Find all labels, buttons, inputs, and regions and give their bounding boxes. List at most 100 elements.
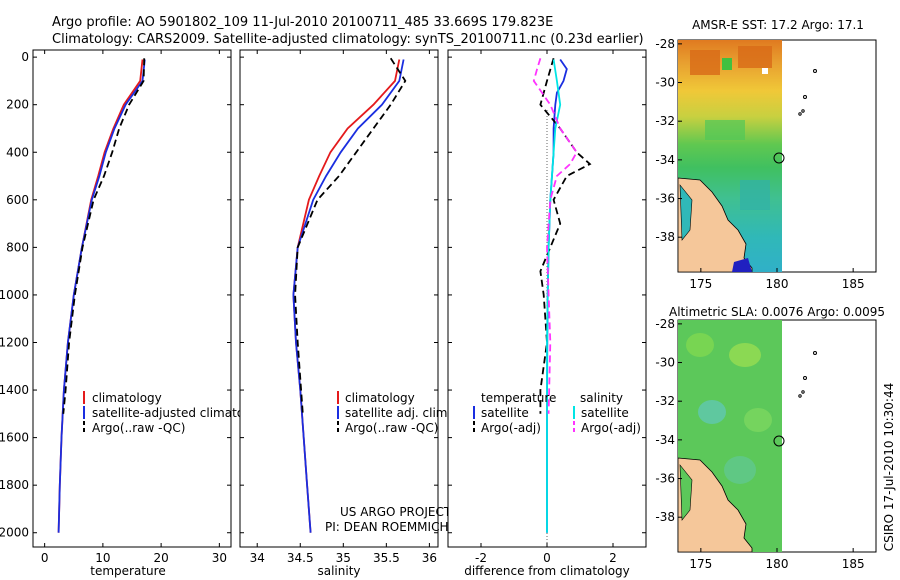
temperature-legend: climatology satellite-adjusted climatolo… — [83, 391, 255, 435]
diff-series-temperature-argo-adj- — [539, 58, 592, 414]
depth-tick-label: 1600 — [0, 431, 29, 445]
difference-legend: temperature salinity satellite Argo(-adj… — [473, 391, 641, 435]
sst-island-2 — [803, 95, 807, 99]
sla-ytick-label: -32 — [655, 394, 675, 408]
sla-ytick-label: -36 — [655, 472, 675, 486]
sst-map-title: AMSR-E SST: 17.2 Argo: 17.1 — [692, 18, 864, 32]
diff-legend-temp-argo: Argo(-adj) — [481, 421, 541, 435]
diff-legend-salinity-header: salinity — [580, 391, 623, 405]
project-label: US ARGO PROJECT — [340, 505, 452, 519]
sal-xtick-label: 36 — [422, 551, 437, 565]
sla-argo-marker — [773, 435, 785, 447]
salinity-axes — [239, 49, 439, 548]
depth-tick-label: 1000 — [0, 288, 29, 302]
temperature-tick-group: 0 10 20 30 0 200 400 600 800 1000 1200 1400 1600 1800… — [0, 50, 231, 565]
temp-legend-satellite: satellite-adjusted climatolo — [92, 406, 255, 420]
sst-map-panel: AMSR-E SST: 17.2 Argo: 17.1 — [655, 18, 877, 291]
sst-coastal-water — [679, 184, 693, 241]
sla-ytick-label: -30 — [655, 356, 675, 370]
diff-legend-sal-argo: Argo(-adj) — [581, 421, 641, 435]
salinity-panel: 34 34.5 35 35.5 36 salinity climatology sate… — [239, 49, 452, 578]
sst-patches — [678, 46, 772, 272]
sst-argo-marker — [773, 152, 785, 164]
temp-legend-climatology: climatology — [92, 391, 162, 405]
sla-ytick-label: -28 — [655, 317, 675, 331]
depth-tick-label: 2000 — [0, 526, 29, 540]
salinity-xlabel: salinity — [317, 564, 360, 578]
sst-island-4 — [798, 112, 802, 116]
sst-xtick-label: 175 — [689, 277, 712, 291]
difference-panel: -2 0 2 difference from climatology tempera… — [447, 49, 647, 578]
salinity-tick-group: 34 34.5 35 35.5 36 — [240, 50, 438, 565]
sst-ytick-label: -36 — [655, 192, 675, 206]
sla-patch-1 — [686, 333, 714, 357]
sst-ytick-label: -34 — [655, 153, 675, 167]
sst-tick-group: 175 180 185 -28 -30 -32 -34 -36 -38 — [655, 37, 864, 291]
sal-legend-climatology: climatology — [345, 391, 415, 405]
sst-patch-white — [762, 68, 768, 74]
figure-title-line2: Climatology: CARS2009. Satellite-adjuste… — [52, 32, 644, 47]
diff-xtick-label: -2 — [475, 551, 487, 565]
sla-island-2 — [803, 376, 807, 380]
sal-xtick-label: 35.5 — [373, 551, 400, 565]
diff-series-salinity-argo-adj- — [532, 58, 578, 414]
sst-ytick-label: -38 — [655, 230, 675, 244]
diff-legend-temp-satellite: satellite — [481, 406, 529, 420]
sal-legend-satellite: satellite adj. clim. — [345, 406, 451, 420]
sla-xtick-label: 180 — [766, 557, 789, 571]
sst-island-1 — [813, 69, 817, 73]
temperature-xlabel: temperature — [90, 564, 165, 578]
sst-patch-warm-2 — [738, 46, 772, 68]
sla-tick-group: 175 180 185 -28 -30 -32 -34 -36 -38 — [655, 317, 864, 571]
diff-xtick-label: 0 — [543, 551, 551, 565]
sal-series-argo-raw-qc- — [294, 57, 407, 414]
sla-ytick-label: -38 — [655, 510, 675, 524]
sal-legend-argo: Argo(..raw -QC) — [345, 421, 438, 435]
figure-title-line1: Argo profile: AO 5901802_109 11-Jul-2010… — [52, 15, 553, 30]
sla-island-4 — [798, 394, 802, 398]
difference-series-group — [532, 58, 592, 533]
difference-tick-group: -2 0 2 — [448, 50, 646, 565]
sla-ytick-label: -34 — [655, 433, 675, 447]
sst-xtick-label: 185 — [842, 277, 865, 291]
depth-tick-label: 1200 — [0, 335, 29, 349]
diff-xtick-label: 2 — [609, 551, 617, 565]
diff-series-salinity-satellite — [546, 59, 562, 533]
pi-label: PI: DEAN ROEMMICH — [325, 520, 448, 534]
temp-legend-argo: Argo(..raw -QC) — [92, 421, 185, 435]
sst-patch-warm-1 — [690, 50, 720, 75]
sla-xtick-label: 185 — [842, 557, 865, 571]
depth-tick-label: 1800 — [0, 478, 29, 492]
sst-ytick-label: -30 — [655, 76, 675, 90]
sla-patch-2 — [729, 343, 761, 367]
sla-island-1 — [813, 351, 817, 355]
sst-patch-green — [722, 58, 732, 70]
temperature-axes — [32, 49, 232, 548]
diff-legend-sal-satellite: satellite — [581, 406, 629, 420]
sla-xtick-label: 175 — [689, 557, 712, 571]
depth-tick-label: 0 — [21, 50, 29, 64]
sla-island-3 — [801, 390, 805, 394]
difference-xlabel: difference from climatology — [464, 564, 630, 578]
sal-xtick-label: 35 — [336, 551, 351, 565]
sst-patch-cool — [740, 180, 770, 210]
sla-map-title: Altimetric SLA: 0.0076 Argo: 0.0095 — [669, 305, 885, 319]
sal-xtick-label: 34 — [250, 551, 265, 565]
temperature-series-group — [57, 58, 146, 533]
sal-series-satellite-adj-clim- — [292, 59, 405, 533]
sla-coastal-water — [679, 464, 693, 521]
temp-series-argo-raw-qc- — [62, 58, 146, 414]
depth-tick-label: 1400 — [0, 383, 29, 397]
depth-tick-label: 200 — [6, 98, 29, 112]
depth-tick-label: 800 — [6, 240, 29, 254]
temp-series-satellite-adjusted-climatolo — [57, 59, 146, 533]
sst-ytick-label: -28 — [655, 37, 675, 51]
temp-xtick-label: 10 — [95, 551, 110, 565]
sla-map-panel: Altimetric SLA: 0.0076 Argo: 0.0095 175 1… — [655, 305, 885, 571]
sst-xtick-label: 180 — [766, 277, 789, 291]
temp-xtick-label: 30 — [212, 551, 227, 565]
sst-ytick-label: -32 — [655, 114, 675, 128]
salinity-series-group — [292, 57, 407, 533]
depth-tick-label: 600 — [6, 193, 29, 207]
